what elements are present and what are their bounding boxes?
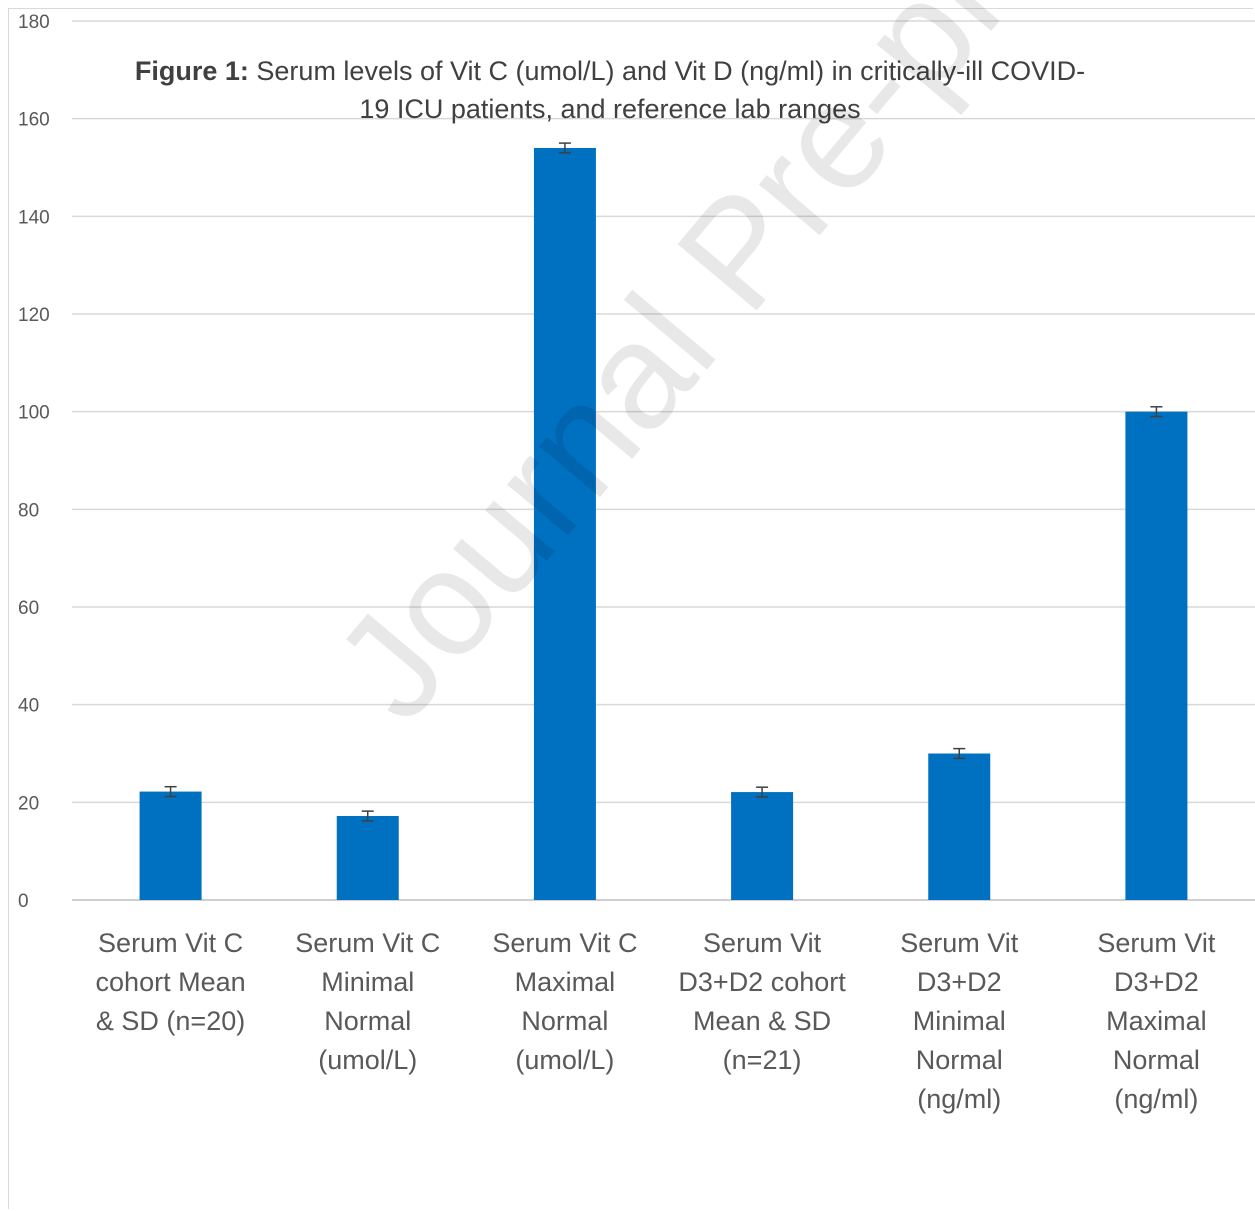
y-tick-label: 180 (18, 12, 50, 33)
y-tick-label: 0 (18, 891, 29, 912)
chart-frame (8, 8, 1253, 1209)
y-tick-label: 100 (18, 403, 50, 424)
bar (533, 147, 596, 900)
x-tick-label: Serum Vit D3+D2 Minimal Normal (ng/ml) (900, 928, 1019, 1114)
y-tick-label: 60 (18, 598, 39, 619)
x-tick-label: Serum Vit D3+D2 Maximal Normal (ng/ml) (1097, 928, 1216, 1114)
y-tick-label: 20 (18, 793, 39, 814)
chart-title: Figure 1: Serum levels of Vit C (umol/L)… (130, 52, 1090, 128)
y-tick-label: 80 (18, 500, 39, 521)
y-tick-label: 40 (18, 696, 39, 717)
x-tick-label: Serum Vit C Minimal Normal (umol/L) (295, 928, 440, 1075)
bar (1125, 411, 1188, 900)
chart-title-bold: Figure 1: (134, 56, 249, 86)
bar (731, 792, 794, 900)
x-tick-label: Serum Vit C Maximal Normal (umol/L) (492, 928, 637, 1075)
bar (928, 753, 991, 900)
bar (336, 816, 399, 900)
y-tick-label: 120 (18, 305, 50, 326)
bar (139, 791, 202, 900)
chart-title-text: Serum levels of Vit C (umol/L) and Vit D… (256, 56, 1086, 124)
y-tick-label: 140 (18, 207, 50, 228)
x-tick-label: Serum Vit D3+D2 cohort Mean & SD (n=21) (678, 928, 846, 1075)
y-tick-label: 160 (18, 110, 50, 131)
